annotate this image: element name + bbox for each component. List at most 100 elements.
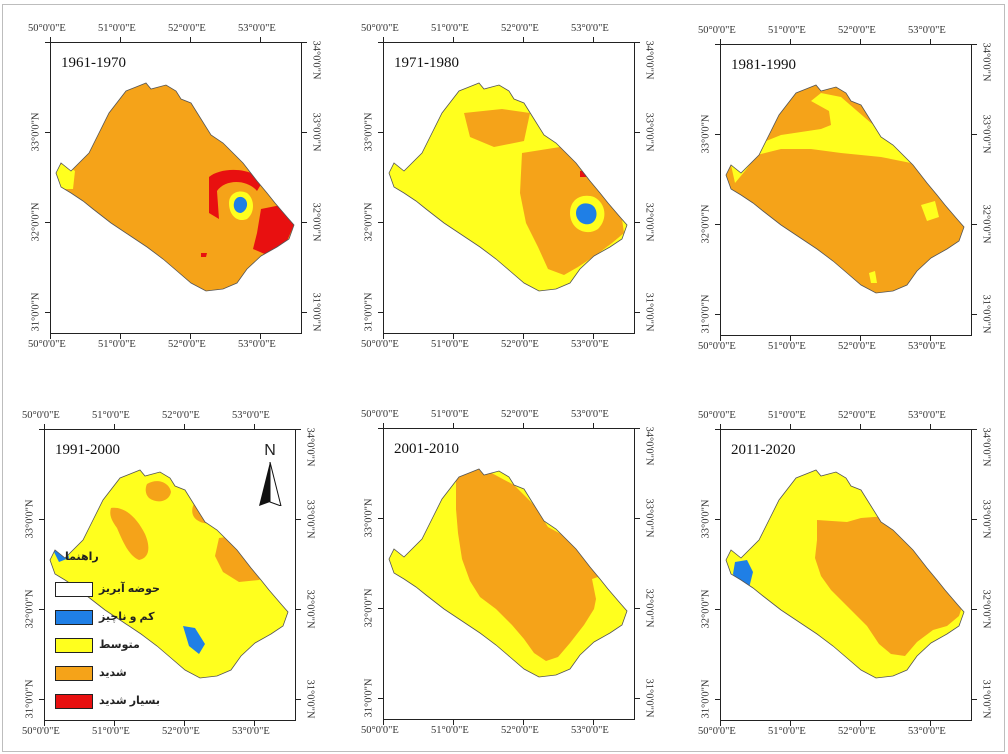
lon-label-top: 51°0'0"E (431, 409, 469, 420)
tick (593, 334, 594, 339)
tick (296, 429, 301, 430)
map-frame: 2011-2020 (720, 429, 972, 721)
period-label: 1991-2000 (55, 442, 120, 458)
lat-label-right: 34°0'0"N (310, 40, 322, 80)
tick (635, 132, 640, 133)
tick (260, 334, 261, 339)
legend-label: بسیار شدید (99, 695, 160, 707)
lat-label-right: 33°0'0"N (643, 112, 655, 152)
lat-label-right: 32°0'0"N (310, 202, 322, 242)
lon-label-top: 51°0'0"E (768, 410, 806, 421)
tick (378, 608, 383, 609)
lat-label-right: 32°0'0"N (980, 204, 992, 244)
tick (930, 721, 931, 726)
lon-label-bottom: 50°0'0"E (361, 725, 399, 736)
lon-label-top: 53°0'0"E (908, 25, 946, 36)
tick (39, 699, 44, 700)
lon-label-bottom: 50°0'0"E (698, 341, 736, 352)
tick (635, 42, 640, 43)
lat-label-left: 33°0'0"N (363, 112, 375, 152)
lon-label-bottom: 53°0'0"E (908, 341, 946, 352)
tick (114, 424, 115, 429)
tick (972, 224, 977, 225)
tick (972, 609, 977, 610)
lon-label-top: 50°0'0"E (22, 410, 60, 421)
basin-outline (725, 469, 965, 679)
period-label: 1981-1990 (731, 57, 796, 73)
tick (715, 134, 720, 135)
tick (715, 314, 720, 315)
tick (635, 428, 640, 429)
tick (790, 424, 791, 429)
lon-label-bottom: 51°0'0"E (768, 341, 806, 352)
tick (184, 424, 185, 429)
zone-severe (464, 109, 530, 147)
basin-map (388, 468, 628, 678)
tick (720, 721, 721, 726)
zone-very_severe (201, 253, 207, 257)
legend-label: حوضه آبریز (99, 583, 160, 595)
lat-label-right: 31°0'0"N (643, 292, 655, 332)
zone-negligible (183, 626, 205, 654)
tick (378, 428, 383, 429)
map-frame: 1991-2000 N راهنما حوضه آبریز کم و ناچیز متوس… (44, 429, 296, 721)
north-arrow-icon (259, 462, 282, 506)
lat-label-right: 32°0'0"N (980, 589, 992, 629)
tick (383, 720, 384, 725)
lat-label-left: 33°0'0"N (700, 114, 712, 154)
legend-item-very_severe: بسیار شدید (55, 692, 205, 712)
lat-label-right: 33°0'0"N (980, 114, 992, 154)
tick (593, 37, 594, 42)
tick (378, 698, 383, 699)
lat-label-right: 31°0'0"N (980, 294, 992, 334)
tick (114, 721, 115, 726)
lat-label-right: 33°0'0"N (980, 499, 992, 539)
tick (254, 721, 255, 726)
tick (715, 699, 720, 700)
zone-severe (110, 507, 149, 560)
lat-label-left: 31°0'0"N (363, 292, 375, 332)
tick (715, 429, 720, 430)
legend-item-boundary: حوضه آبریز (55, 580, 205, 600)
tick (860, 424, 861, 429)
tick (635, 518, 640, 519)
tick (296, 609, 301, 610)
lon-label-top: 50°0'0"E (28, 23, 66, 34)
lon-label-bottom: 51°0'0"E (98, 339, 136, 350)
tick (860, 721, 861, 726)
tick (972, 44, 977, 45)
legend-item-severe: شدید (55, 664, 205, 684)
tick (39, 609, 44, 610)
map-frame: 1971-1980 (383, 42, 635, 334)
tick (44, 721, 45, 726)
lon-label-top: 51°0'0"E (98, 23, 136, 34)
tick (378, 222, 383, 223)
north-letter: N (264, 442, 276, 459)
lat-label-right: 31°0'0"N (310, 292, 322, 332)
lat-label-left: 32°0'0"N (24, 589, 36, 629)
lon-label-top: 50°0'0"E (361, 23, 399, 34)
lat-label-left: 33°0'0"N (363, 498, 375, 538)
lon-label-bottom: 50°0'0"E (361, 339, 399, 350)
lat-label-right: 34°0'0"N (304, 427, 316, 467)
zone-very_severe (209, 169, 263, 219)
lat-label-right: 34°0'0"N (980, 42, 992, 82)
lat-label-right: 34°0'0"N (643, 426, 655, 466)
zone-moderate (921, 201, 939, 221)
lon-label-bottom: 53°0'0"E (238, 339, 276, 350)
tick (50, 37, 51, 42)
lon-label-bottom: 52°0'0"E (501, 339, 539, 350)
lat-label-left: 31°0'0"N (24, 679, 36, 719)
tick (378, 132, 383, 133)
tick (860, 39, 861, 44)
tick (302, 132, 307, 133)
lat-label-left: 33°0'0"N (24, 499, 36, 539)
tick (39, 519, 44, 520)
tick (790, 336, 791, 341)
legend-label: کم و ناچیز (99, 611, 155, 623)
tick (790, 721, 791, 726)
zone-negligible (576, 203, 597, 225)
tick (184, 721, 185, 726)
zone-severe (815, 516, 964, 656)
lon-label-bottom: 51°0'0"E (92, 726, 130, 737)
